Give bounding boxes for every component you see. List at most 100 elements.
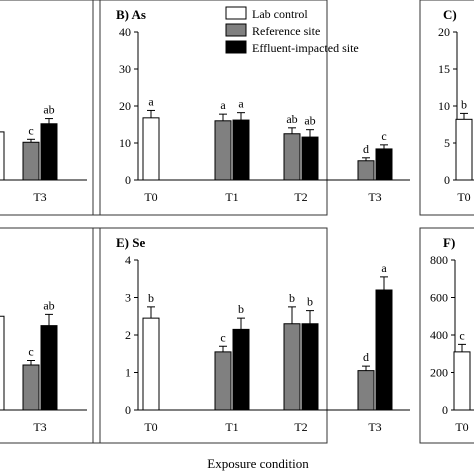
significance-label: c — [459, 328, 464, 342]
legend-label: Effluent-impacted site — [252, 41, 359, 55]
bar — [22, 364, 40, 411]
y-tick-label: 200 — [430, 366, 448, 380]
panel-frame — [0, 227, 101, 444]
x-tick-label: T0 — [144, 420, 157, 434]
significance-label: b — [461, 97, 467, 111]
y-tick-label: 0 — [125, 173, 131, 187]
legend-swatch — [225, 6, 247, 20]
y-tick-label: 1 — [125, 366, 131, 380]
significance-label: d — [363, 350, 369, 364]
bar — [357, 370, 375, 411]
legend-label: Reference site — [252, 24, 320, 38]
bar — [283, 133, 301, 181]
significance-label: c — [28, 123, 33, 137]
significance-label: b — [238, 302, 244, 316]
y-tick-label: 4 — [125, 253, 131, 267]
significance-label: a — [148, 94, 154, 108]
bar — [357, 160, 375, 181]
bar — [453, 351, 471, 411]
x-axis-label: Exposure condition — [207, 456, 309, 471]
x-tick-label: T3 — [368, 190, 381, 204]
y-tick-label: 0 — [444, 173, 450, 187]
bar — [301, 136, 319, 181]
significance-label: a — [220, 98, 226, 112]
y-tick-label: 400 — [430, 328, 448, 342]
legend: Lab control Reference site Effluent-impact… — [225, 6, 359, 55]
x-tick-label: T0 — [457, 190, 470, 204]
bar — [283, 323, 301, 411]
panel-title: B) As — [116, 7, 146, 22]
y-tick-label: 40 — [119, 25, 131, 39]
x-tick-label: T3 — [33, 420, 46, 434]
panel-frame — [92, 0, 328, 216]
x-tick-label: T0 — [455, 420, 468, 434]
y-tick-label: 3 — [125, 291, 131, 305]
panel-title: C) — [443, 7, 457, 22]
y-tick-label: 5 — [444, 136, 450, 150]
y-tick-label: 20 — [119, 99, 131, 113]
significance-label: ab — [286, 112, 297, 126]
significance-label: c — [381, 129, 386, 143]
x-tick-label: T3 — [33, 190, 46, 204]
bar-partial — [0, 131, 5, 181]
significance-label: ab — [304, 114, 315, 128]
panel-d: c ab T3 — [0, 227, 101, 444]
panel-frame — [419, 227, 474, 444]
x-tick-label: T0 — [144, 190, 157, 204]
significance-label: d — [363, 142, 369, 156]
y-tick-label: 0 — [125, 403, 131, 417]
panel-c: 0 5 10 15 20 b T0 C) — [419, 0, 474, 216]
y-tick-label: 800 — [430, 253, 448, 267]
significance-label: a — [381, 261, 387, 275]
y-tick-label: 600 — [430, 291, 448, 305]
bar — [375, 289, 393, 411]
significance-label: a — [238, 97, 244, 111]
bar — [301, 323, 319, 411]
bar — [232, 119, 250, 181]
significance-label: ab — [43, 298, 54, 312]
panel-title: F) — [443, 235, 455, 250]
significance-label: c — [220, 330, 225, 344]
y-tick-label: 0 — [442, 403, 448, 417]
legend-swatch — [225, 23, 247, 37]
bar — [214, 120, 232, 181]
bar-partial — [0, 315, 5, 411]
panel-title: E) Se — [116, 235, 145, 250]
panel-a: cab T3 — [0, 0, 101, 216]
legend-swatch — [225, 40, 247, 54]
legend-label: Lab control — [252, 7, 308, 21]
x-tick-label: T2 — [294, 420, 307, 434]
bar — [375, 148, 393, 181]
bar — [455, 118, 473, 181]
y-tick-label: 20 — [438, 25, 450, 39]
significance-label: ab — [43, 103, 54, 117]
y-tick-label: 10 — [438, 99, 450, 113]
bar — [142, 117, 160, 181]
bar — [40, 325, 58, 411]
x-tick-label: T3 — [368, 420, 381, 434]
y-tick-label: 15 — [438, 62, 450, 76]
x-tick-label: T1 — [225, 420, 238, 434]
x-tick-label: T2 — [294, 190, 307, 204]
significance-label: b — [148, 291, 154, 305]
significance-label: c — [28, 345, 33, 359]
bar — [142, 317, 160, 411]
significance-label: b — [289, 291, 295, 305]
bar — [232, 328, 250, 411]
panel-frame — [0, 0, 101, 216]
bar — [22, 141, 40, 181]
bar — [214, 351, 232, 411]
x-tick-label: T1 — [225, 190, 238, 204]
y-tick-label: 30 — [119, 62, 131, 76]
y-tick-label: 10 — [119, 136, 131, 150]
panel-frame — [419, 0, 474, 216]
y-tick-label: 2 — [125, 328, 131, 342]
panel-frame — [92, 227, 328, 444]
significance-label: b — [307, 295, 313, 309]
panel-f: 0 200 400 600 800 c T0 F) — [419, 227, 474, 444]
bar — [40, 123, 58, 181]
